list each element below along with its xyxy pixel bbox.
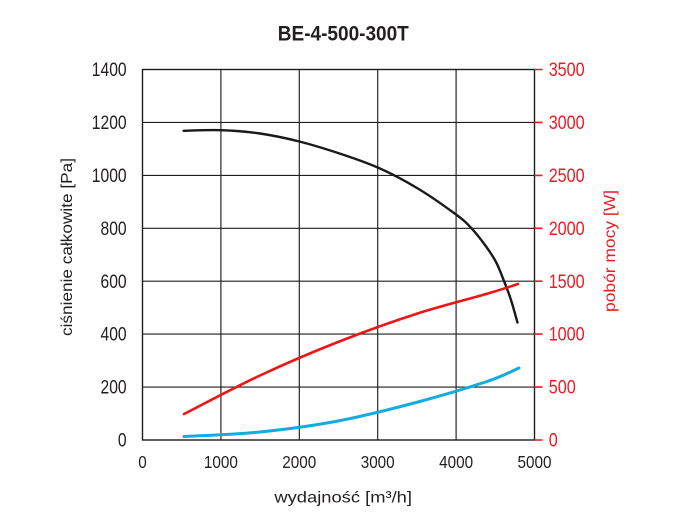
svg-text:1200: 1200 [92,113,127,134]
svg-text:pobór mocy [W]: pobór mocy [W] [602,190,619,312]
svg-text:5000: 5000 [518,452,552,472]
svg-text:1000: 1000 [92,166,127,187]
svg-text:wydajność [m³/h]: wydajność [m³/h] [273,489,412,506]
svg-text:3000: 3000 [549,113,585,134]
svg-text:0: 0 [118,431,127,452]
svg-text:600: 600 [101,272,127,293]
svg-text:1400: 1400 [92,60,127,81]
svg-text:BE-4-500-300T: BE-4-500-300T [278,22,409,45]
svg-text:2000: 2000 [282,452,316,472]
svg-text:200: 200 [101,378,127,399]
svg-text:4000: 4000 [439,452,473,472]
svg-text:2500: 2500 [549,166,585,187]
svg-text:1000: 1000 [549,325,585,346]
svg-text:0: 0 [549,431,558,452]
svg-text:800: 800 [101,219,127,240]
svg-text:1500: 1500 [549,272,585,293]
svg-text:2000: 2000 [549,219,585,240]
svg-text:ciśnienie całkowite [Pa]: ciśnienie całkowite [Pa] [59,158,76,336]
svg-text:3500: 3500 [549,60,585,81]
svg-text:400: 400 [101,325,127,346]
svg-text:500: 500 [549,378,576,399]
svg-text:1000: 1000 [204,452,238,472]
svg-text:0: 0 [138,452,147,472]
svg-text:3000: 3000 [361,452,395,472]
